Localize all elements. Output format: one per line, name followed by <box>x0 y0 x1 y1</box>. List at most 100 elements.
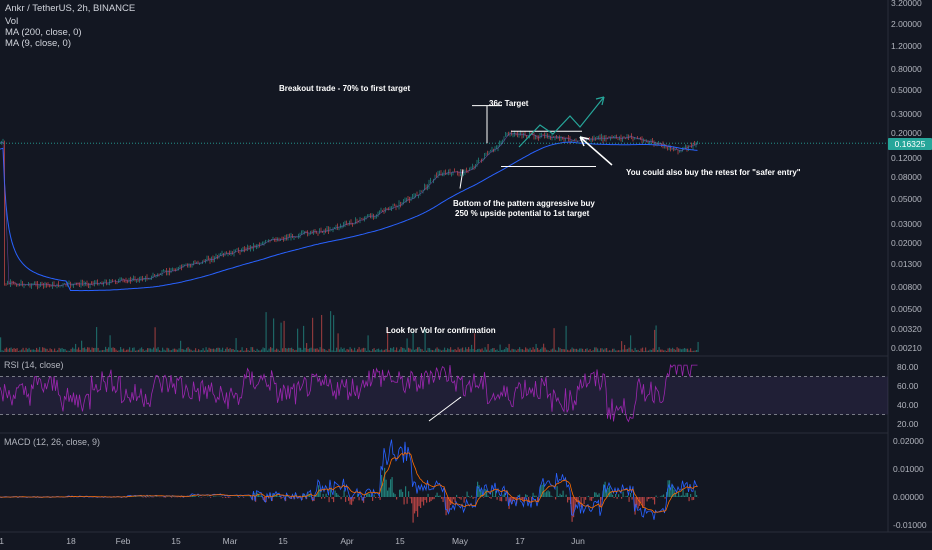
volume-bar <box>103 350 105 352</box>
time-tick-label: 2021 <box>0 536 4 546</box>
volume-bar <box>37 349 39 352</box>
volume-bar <box>181 348 183 352</box>
macd-histogram-bar <box>510 497 512 502</box>
macd-histogram-bar <box>618 494 620 497</box>
volume-bar <box>126 349 128 352</box>
volume-bar <box>463 350 465 352</box>
volume-bar <box>442 349 444 352</box>
volume-bar <box>82 347 84 352</box>
ma9-label: MA (9, close, 0) <box>5 38 71 49</box>
macd-histogram-bar <box>495 490 497 497</box>
macd-histogram-bar <box>471 495 473 497</box>
volume-bar <box>232 348 234 352</box>
volume-bar <box>585 348 587 352</box>
volume-bar <box>145 349 147 352</box>
macd-histogram-bar <box>469 497 471 498</box>
volume-bar <box>454 349 456 352</box>
volume-bar <box>525 347 527 352</box>
volume-bar <box>33 349 35 352</box>
volume-bar <box>189 348 191 352</box>
macd-histogram-bar <box>316 493 318 497</box>
volume-bar <box>540 348 542 352</box>
volume-bar <box>304 347 306 352</box>
volume-bar <box>624 344 626 352</box>
macd-histogram-bar <box>546 491 548 497</box>
volume-bar <box>273 318 275 352</box>
macd-histogram-bar <box>387 490 389 497</box>
volume-bar <box>357 349 359 352</box>
volume-bar <box>651 349 653 352</box>
macd-histogram-bar <box>589 497 591 501</box>
volume-bar <box>93 348 95 352</box>
volume-bar <box>34 349 36 352</box>
macd-histogram-bar <box>460 497 462 500</box>
volume-bar <box>555 349 557 352</box>
macd-histogram-bar <box>414 497 416 514</box>
volume-bar <box>156 348 158 352</box>
volume-bar <box>391 348 393 352</box>
macd-histogram-bar <box>681 495 683 497</box>
macd-histogram-bar <box>348 497 350 501</box>
volume-bar <box>225 348 227 352</box>
volume-bar <box>42 347 44 352</box>
volume-bar <box>669 347 671 352</box>
volume-bar <box>589 349 591 352</box>
volume-bar <box>402 347 404 352</box>
macd-histogram-bar <box>544 492 546 497</box>
volume-bar <box>580 348 582 352</box>
volume-bar <box>94 347 96 352</box>
macd-histogram-bar <box>261 495 263 497</box>
volume-bar <box>255 350 257 352</box>
macd-histogram-bar <box>399 489 401 497</box>
volume-bar <box>205 347 207 352</box>
volume-bar <box>675 349 677 352</box>
volume-bar <box>664 350 666 352</box>
volume-bar <box>231 349 233 352</box>
volume-bar <box>142 349 144 352</box>
volume-bar <box>178 348 180 352</box>
macd-tick-label: 0.00000 <box>893 492 924 502</box>
macd-histogram-bar <box>679 495 681 497</box>
volume-bar <box>388 350 390 352</box>
volume-bar <box>277 349 279 352</box>
volume-bar <box>544 347 546 352</box>
macd-histogram-bar <box>535 495 537 497</box>
macd-histogram-bar <box>378 497 380 498</box>
macd-histogram-bar <box>663 494 665 497</box>
volume-bar <box>226 347 228 352</box>
volume-bar <box>697 341 699 352</box>
volume-bar <box>414 349 416 352</box>
volume-bar <box>135 350 137 352</box>
volume-bar <box>172 348 174 352</box>
volume-bar <box>643 350 645 352</box>
time-tick-label: Feb <box>116 536 131 546</box>
price-tick-label: 0.03000 <box>891 219 922 229</box>
macd-histogram-bar <box>541 484 543 497</box>
volume-bar <box>657 350 659 352</box>
volume-bar <box>168 348 170 352</box>
volume-bar <box>184 349 186 352</box>
volume-bar <box>10 347 12 352</box>
macd-histogram-bar <box>373 494 375 497</box>
volume-bar <box>223 350 225 352</box>
volume-bar <box>625 349 627 352</box>
volume-bar <box>504 349 506 352</box>
macd-histogram-bar <box>441 497 443 499</box>
macd-histogram-bar <box>669 480 671 497</box>
macd-histogram-bar <box>183 497 185 498</box>
volume-bar <box>358 347 360 352</box>
volume-bar <box>334 350 336 352</box>
volume-bar <box>213 348 215 352</box>
macd-histogram-bar <box>349 497 351 505</box>
volume-bar <box>7 349 9 352</box>
time-tick-label: Apr <box>340 536 353 546</box>
volume-bar <box>378 348 380 352</box>
volume-bar <box>345 350 347 352</box>
macd-histogram-bar <box>537 497 539 502</box>
macd-histogram-bar <box>334 490 336 497</box>
macd-histogram-bar <box>588 495 590 497</box>
volume-bar <box>303 325 305 352</box>
volume-bar <box>84 347 86 352</box>
macd-histogram-bar <box>315 495 317 497</box>
